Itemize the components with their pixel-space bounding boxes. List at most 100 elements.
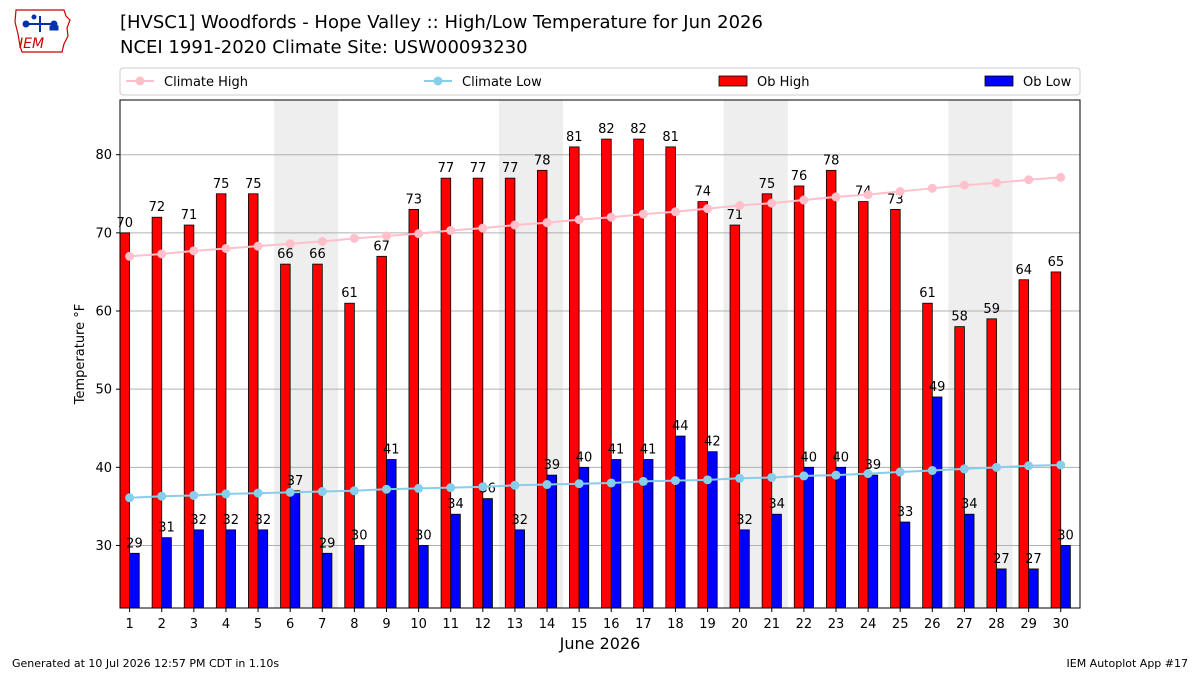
ob-low-bar — [289, 490, 301, 609]
ob-low-bar — [707, 451, 718, 609]
x-tick-label: 18 — [667, 617, 684, 632]
ob-low-bar — [129, 552, 140, 609]
chart-subtitle: NCEI 1991-2020 Climate Site: USW00093230 — [120, 37, 528, 58]
x-tick-label: 15 — [571, 617, 588, 632]
ob-high-bar — [890, 209, 901, 609]
ob-low-label: 41 — [608, 443, 625, 458]
ob-high-label: 75 — [759, 177, 776, 192]
ob-low-label: 27 — [993, 552, 1010, 567]
ob-low-label: 44 — [672, 419, 689, 434]
legend-marker — [135, 76, 145, 86]
ob-high-label: 67 — [373, 239, 390, 254]
ob-high-label: 75 — [213, 177, 230, 192]
climate-high-point — [863, 190, 873, 200]
x-tick-label: 30 — [1052, 617, 1069, 632]
ob-low-bar — [964, 513, 975, 609]
ob-high-bar — [825, 169, 837, 609]
y-tick-label: 40 — [95, 461, 112, 476]
plot-frame — [119, 99, 1081, 609]
x-tick-label: 11 — [442, 617, 459, 632]
ob-high-bar — [440, 177, 452, 609]
climate-high-point — [253, 241, 263, 251]
ob-high-label: 66 — [309, 247, 326, 262]
ob-low-bar — [803, 466, 814, 609]
y-tick-label: 50 — [95, 383, 112, 398]
ob-high-label: 61 — [919, 286, 936, 301]
ob-low-bar — [739, 529, 750, 609]
ob-low-bar — [931, 396, 943, 609]
ob-high-bar — [922, 302, 933, 609]
y-tick-label: 80 — [95, 148, 112, 163]
x-tick-label: 26 — [924, 617, 941, 632]
ob-high-label: 81 — [566, 130, 583, 145]
ob-low-bar — [257, 529, 269, 609]
ob-high-bar — [183, 224, 195, 609]
climate-high-point — [606, 212, 616, 222]
ob-high-label: 66 — [277, 247, 294, 262]
ob-high-bar — [472, 177, 484, 609]
ob-high-bar — [312, 263, 323, 609]
x-tick-label: 7 — [318, 617, 326, 632]
y-axis-label: Temperature °F — [73, 304, 88, 405]
ob-low-label: 34 — [961, 497, 978, 512]
ob-high-label: 70 — [117, 216, 134, 231]
x-tick-label: 6 — [286, 617, 294, 632]
ob-high-bar — [536, 169, 548, 609]
climate-high-point — [510, 220, 520, 230]
ob-low-label: 49 — [929, 380, 946, 395]
x-axis-label: June 2026 — [559, 634, 641, 653]
legend-label: Ob High — [757, 75, 810, 90]
ob-low-label: 30 — [1057, 528, 1074, 543]
x-tick-label: 25 — [892, 617, 909, 632]
ob-high-bar — [729, 224, 741, 609]
ob-high-label: 82 — [598, 122, 615, 137]
x-tick-label: 17 — [635, 617, 652, 632]
ob-low-label: 40 — [800, 450, 817, 465]
ob-low-bar — [450, 513, 461, 609]
ob-high-label: 71 — [727, 208, 744, 223]
ob-high-label: 74 — [694, 185, 711, 200]
climate-high-point — [414, 229, 424, 239]
ob-low-bar — [771, 513, 782, 609]
ob-low-label: 32 — [255, 513, 272, 528]
climate-low-point — [189, 490, 199, 500]
climate-high-point — [542, 218, 552, 228]
x-tick-label: 23 — [828, 617, 845, 632]
ob-high-label: 77 — [470, 161, 487, 176]
ob-low-label: 42 — [704, 435, 721, 450]
x-tick-label: 27 — [956, 617, 973, 632]
climate-low-point — [542, 480, 552, 490]
climate-high-point — [703, 204, 713, 214]
climate-high-point — [831, 192, 841, 202]
ob-low-label: 37 — [287, 474, 304, 489]
x-tick-label: 13 — [507, 617, 524, 632]
climate-high-point — [799, 195, 809, 205]
y-tick-label: 70 — [95, 226, 112, 241]
x-tick-label: 20 — [731, 617, 748, 632]
climate-low-point — [703, 475, 713, 485]
climate-low-point — [799, 471, 809, 481]
climate-high-point — [992, 178, 1002, 188]
x-tick-label: 22 — [796, 617, 813, 632]
ob-high-bar — [504, 177, 516, 609]
ob-high-bar — [793, 185, 805, 609]
climate-low-point — [863, 469, 873, 479]
climate-high-point — [959, 180, 969, 190]
legend-marker — [433, 76, 443, 86]
climate-low-point — [574, 479, 584, 489]
ob-low-bar — [418, 545, 429, 609]
ob-high-label: 73 — [406, 192, 423, 207]
ob-low-label: 39 — [544, 458, 561, 473]
climate-high-point — [638, 209, 648, 219]
ob-low-label: 29 — [319, 536, 336, 551]
climate-high-point — [478, 223, 488, 233]
ob-high-bar — [248, 193, 259, 609]
ob-low-bar — [353, 545, 365, 609]
climate-low-point — [285, 487, 295, 497]
x-tick-label: 5 — [254, 617, 262, 632]
climate-low-point — [125, 493, 135, 503]
legend-label: Ob Low — [1023, 75, 1072, 90]
ob-high-bar — [119, 232, 131, 609]
climate-low-point — [670, 476, 680, 486]
